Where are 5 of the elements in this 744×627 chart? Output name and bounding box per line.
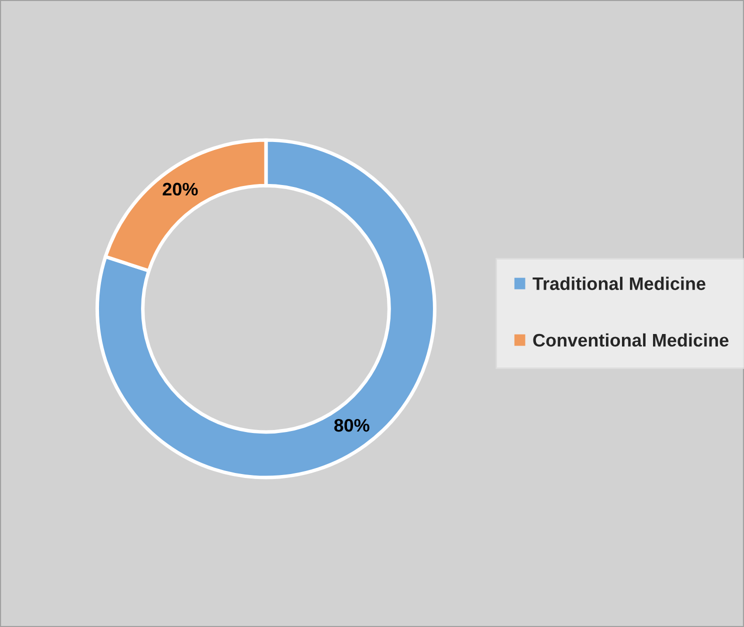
data-label: 80% [334, 418, 370, 432]
legend-label: Conventional Medicine [533, 333, 728, 347]
data-label: 20% [162, 182, 198, 196]
legend-label: Traditional Medicine [532, 276, 706, 290]
donut-slice [96, 138, 436, 480]
